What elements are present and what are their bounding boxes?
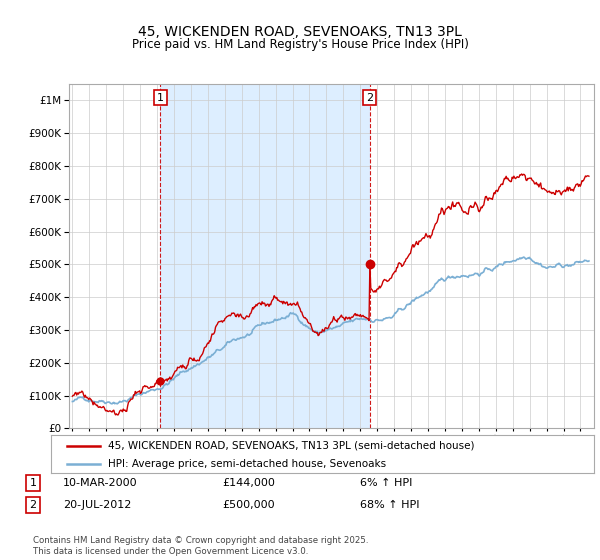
Text: 1: 1 (157, 92, 164, 102)
Text: 68% ↑ HPI: 68% ↑ HPI (360, 500, 419, 510)
Text: 2: 2 (366, 92, 373, 102)
Text: 2: 2 (29, 500, 37, 510)
Text: 1: 1 (29, 478, 37, 488)
Text: 10-MAR-2000: 10-MAR-2000 (63, 478, 137, 488)
Text: 45, WICKENDEN ROAD, SEVENOAKS, TN13 3PL (semi-detached house): 45, WICKENDEN ROAD, SEVENOAKS, TN13 3PL … (108, 441, 475, 451)
Text: 20-JUL-2012: 20-JUL-2012 (63, 500, 131, 510)
Bar (160, 84, 370, 428)
Text: Price paid vs. HM Land Registry's House Price Index (HPI): Price paid vs. HM Land Registry's House … (131, 38, 469, 51)
Text: 45, WICKENDEN ROAD, SEVENOAKS, TN13 3PL: 45, WICKENDEN ROAD, SEVENOAKS, TN13 3PL (138, 25, 462, 39)
Text: £144,000: £144,000 (222, 478, 275, 488)
Text: Contains HM Land Registry data © Crown copyright and database right 2025.
This d: Contains HM Land Registry data © Crown c… (33, 536, 368, 556)
Text: £500,000: £500,000 (222, 500, 275, 510)
Text: 6% ↑ HPI: 6% ↑ HPI (360, 478, 412, 488)
Text: HPI: Average price, semi-detached house, Sevenoaks: HPI: Average price, semi-detached house,… (108, 459, 386, 469)
